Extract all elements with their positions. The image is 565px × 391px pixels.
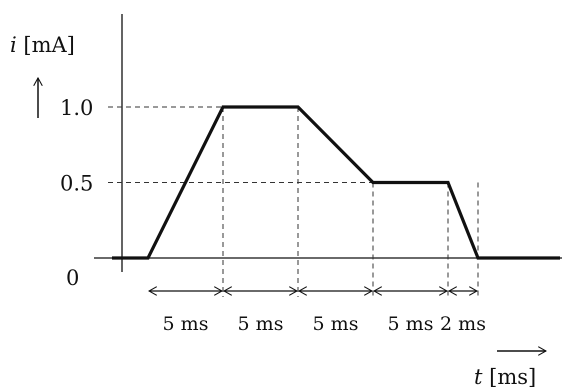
x-axis-label: t [ms] [474, 365, 536, 389]
interval-label: 5 ms [388, 313, 434, 335]
interval-label: 5 ms [313, 313, 359, 335]
y-tick-label: 0 [66, 266, 79, 290]
y-axis-label: i [mA] [10, 33, 75, 57]
interval-label: 5 ms [238, 313, 284, 335]
series-line [112, 105, 560, 260]
interval-label: 5 ms [163, 313, 209, 335]
interval-label: 2 ms [440, 313, 486, 335]
y-tick-label: 0.5 [60, 172, 93, 196]
y-tick-label: 1.0 [60, 96, 93, 120]
